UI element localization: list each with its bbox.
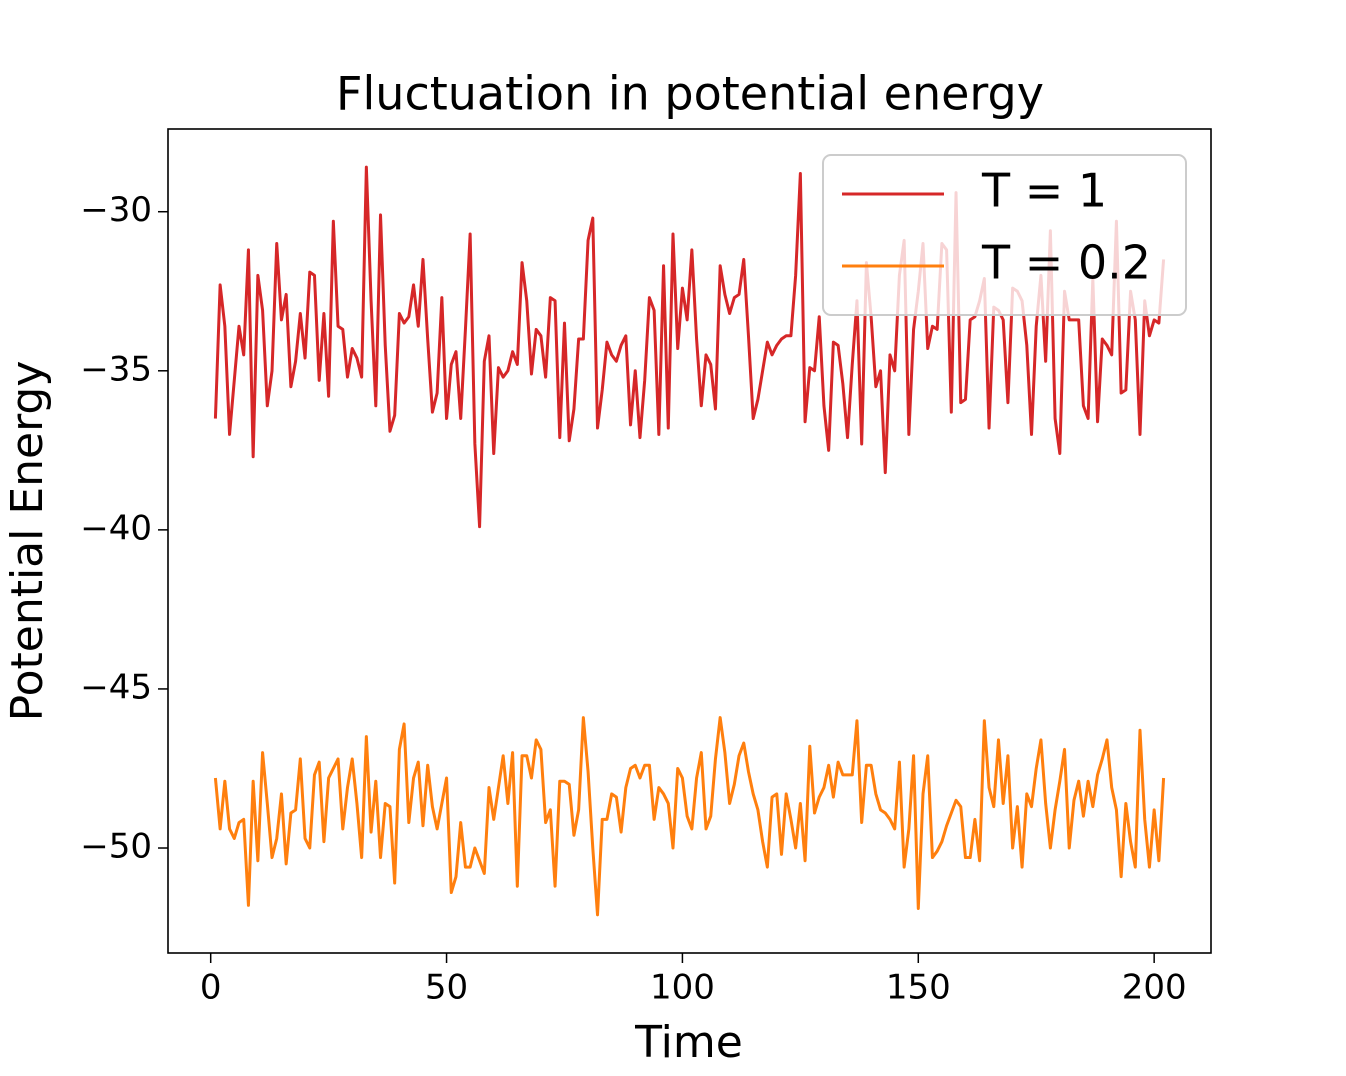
x-tick-label: 50: [425, 968, 468, 1008]
legend-label: T = 0.2: [981, 236, 1151, 290]
plot-frame: [167, 128, 1212, 954]
y-tick-label: −35: [80, 349, 152, 389]
y-tick-label: −40: [80, 508, 152, 548]
x-tick-label: 100: [650, 968, 715, 1008]
x-tick-label: 150: [886, 968, 951, 1008]
series-line: [213, 165, 1166, 529]
y-tick-label: −30: [80, 190, 152, 230]
x-axis-label: Time: [634, 1017, 743, 1068]
y-tick-label: −45: [80, 667, 152, 707]
legend-label: T = 1: [981, 164, 1107, 218]
x-tick-label: 0: [200, 968, 222, 1008]
y-tick-label: −50: [80, 827, 152, 867]
x-tick-label: 200: [1122, 968, 1187, 1008]
y-axis-label: Potential Energy: [2, 361, 53, 722]
chart-title: Fluctuation in potential energy: [336, 67, 1044, 121]
series-line: [213, 716, 1166, 917]
